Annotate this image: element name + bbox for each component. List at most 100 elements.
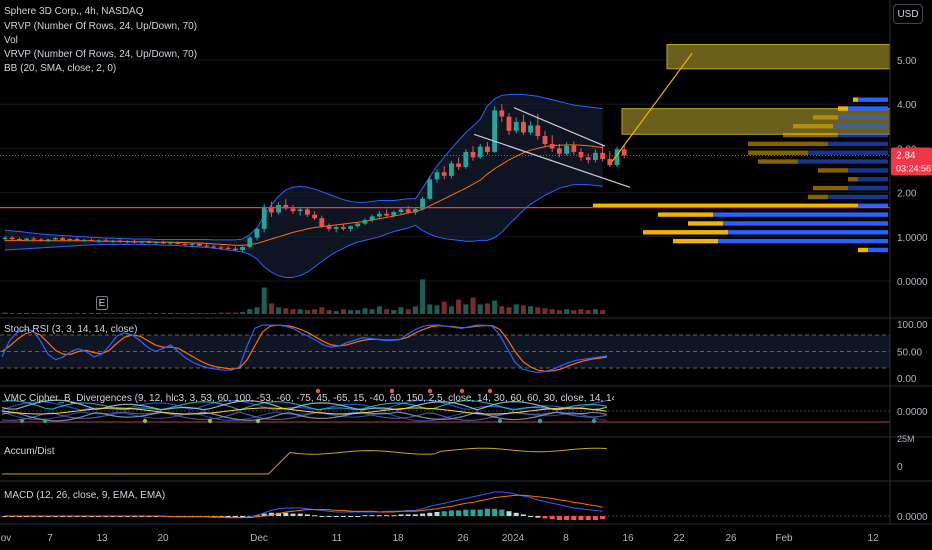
- volume-bar: [81, 313, 87, 314]
- macd-hist-bar: [276, 512, 282, 516]
- vmc-signal-dot: [459, 388, 465, 394]
- stoch-tick-label: 0.00: [897, 374, 917, 385]
- resistance-zones: [621, 44, 891, 135]
- macd-hist-bar: [463, 509, 469, 516]
- stoch-tick-label: 100.00: [897, 320, 928, 331]
- volume-bar: [348, 310, 354, 314]
- candle-body: [506, 116, 512, 131]
- volume-bar: [67, 313, 73, 314]
- pane-title-accum[interactable]: Accum/Dist: [4, 446, 55, 457]
- legend-vrvp-1[interactable]: VRVP (Number Of Rows, 24, Up/Down, 70): [4, 21, 198, 32]
- vmc-signal-dot: [255, 418, 261, 424]
- candle-body: [204, 245, 209, 247]
- earnings-event-marker[interactable]: E: [96, 296, 108, 310]
- volume-bar: [376, 306, 382, 314]
- macd-hist-bar: [592, 516, 598, 520]
- candle-body: [542, 136, 548, 144]
- macd-hist-bar: [225, 516, 231, 517]
- vp-up-bar: [838, 115, 888, 120]
- vp-down-bar: [838, 106, 848, 111]
- stoch-k-line: [1, 324, 608, 374]
- vp-up-bar: [858, 203, 888, 208]
- currency-button[interactable]: USD: [893, 4, 923, 24]
- pane-title-stoch[interactable]: Stoch RSI (3, 3, 14, 14, close): [4, 324, 138, 335]
- candle-body: [67, 239, 73, 241]
- macd-hist-bar: [585, 516, 591, 520]
- volume-bar: [132, 313, 138, 314]
- candle-body: [312, 214, 317, 219]
- pane-title-vmc[interactable]: VMC Cipher_B_Divergences (9, 12, hlc3, 3…: [4, 393, 614, 404]
- macd-signal-line: [5, 494, 603, 519]
- price-tick-label: 4.00: [897, 100, 917, 111]
- candle-body: [153, 242, 159, 244]
- vp-down-bar: [793, 124, 833, 129]
- resistance-zone: [666, 44, 891, 70]
- volume-bar: [456, 299, 462, 314]
- candle-body: [456, 163, 461, 167]
- candle-body: [53, 238, 58, 240]
- candle-body: [9, 237, 15, 240]
- macd-hist-bar: [340, 516, 346, 517]
- candle-body: [139, 241, 145, 243]
- candle-body: [449, 163, 454, 176]
- stoch-tick-label: 50.00: [897, 348, 922, 359]
- candle-body: [305, 209, 310, 215]
- volume-bar: [96, 313, 102, 314]
- time-tick-label: 11: [332, 533, 343, 544]
- macd-hist-bar: [398, 514, 404, 516]
- time-tick-label: Feb: [775, 533, 793, 544]
- candle-body: [477, 146, 483, 158]
- volume-bar: [2, 312, 8, 314]
- vmc-signal-dot: [487, 388, 493, 394]
- candle-body: [218, 247, 224, 249]
- macd-hist-bar: [384, 515, 390, 517]
- accum-tick-label: 25M: [897, 434, 915, 444]
- candle-body: [132, 241, 137, 243]
- volume-bar: [391, 310, 397, 314]
- volume-bar: [110, 313, 116, 314]
- legend-vrvp-2[interactable]: VRVP (Number Of Rows, 24, Up/Down, 70): [4, 49, 198, 60]
- volume-bar: [232, 312, 238, 314]
- pane-title-macd[interactable]: MACD (12, 26, close, 9, EMA, EMA): [4, 490, 166, 501]
- legend-vol[interactable]: Vol: [4, 35, 18, 46]
- volume-bar: [499, 306, 505, 314]
- macd-hist-bar: [268, 512, 274, 516]
- macd-hist-bar: [312, 515, 318, 517]
- vmc-cipher-pane: [0, 388, 890, 424]
- legend-symbol[interactable]: Sphere 3D Corp., 4h, NASDAQ: [4, 6, 144, 17]
- volume-bar: [319, 307, 325, 314]
- candle-body: [549, 143, 555, 149]
- macd-hist-bar: [326, 516, 332, 517]
- bb-fill: [5, 94, 603, 278]
- macd-hist-bar: [232, 516, 238, 517]
- axes: 5.004.003.002.001.00000.00002.8403:24:56…: [1, 56, 932, 544]
- candle-body: [398, 209, 404, 213]
- volume-bar: [362, 308, 368, 314]
- volume-bar: [420, 279, 426, 314]
- candle-body: [521, 121, 526, 133]
- vmc-signal-dot: [591, 418, 597, 424]
- candle-body: [578, 151, 584, 158]
- volume-bar: [196, 313, 202, 314]
- macd-hist-bar: [456, 510, 462, 516]
- volume-bar: [398, 307, 404, 314]
- vmc-signal-dot: [42, 418, 48, 424]
- vp-down-bar: [688, 221, 723, 226]
- candle-body: [564, 145, 569, 154]
- macd-pane: [0, 491, 890, 520]
- vmc-signal-dot: [427, 388, 433, 394]
- macd-hist-bar: [376, 515, 382, 517]
- candle-body: [197, 243, 202, 246]
- candle-body: [110, 240, 116, 242]
- volume-bar: [189, 313, 195, 314]
- last-price-badge: [891, 147, 932, 176]
- price-tick-label: 5.00: [897, 56, 917, 67]
- macd-tick-label: 0.0000: [897, 512, 928, 523]
- candle-body: [441, 172, 447, 176]
- time-tick-label: 2024: [502, 533, 525, 544]
- volume-bar: [355, 310, 361, 314]
- legend-bb[interactable]: BB (20, SMA, close, 2, 0): [4, 63, 117, 74]
- candle-body: [528, 125, 533, 133]
- macd-hist-bar: [441, 511, 447, 516]
